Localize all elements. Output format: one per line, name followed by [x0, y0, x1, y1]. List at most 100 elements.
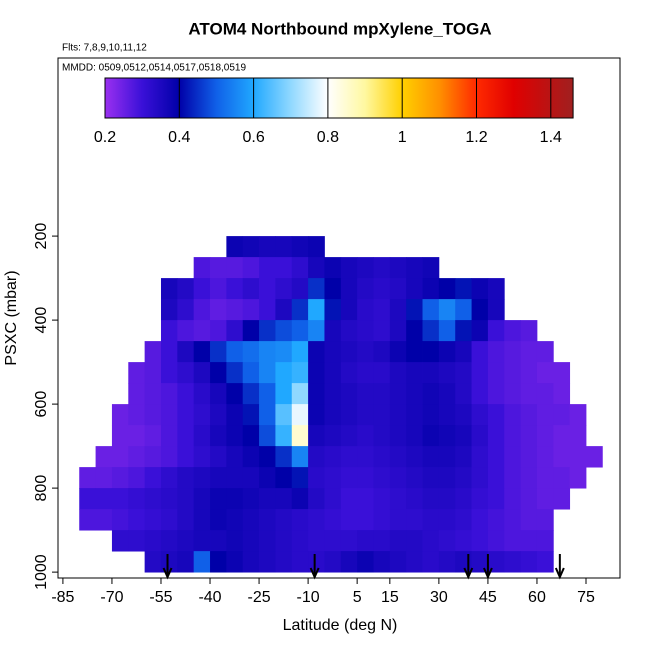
heat-cell: [160, 446, 178, 468]
heat-cell: [291, 425, 309, 447]
heat-cell: [487, 509, 505, 531]
heat-cell: [487, 299, 505, 321]
heat-cell: [177, 341, 195, 363]
heat-cell: [340, 299, 358, 321]
heat-cell: [422, 446, 440, 468]
heat-cell: [340, 341, 358, 363]
heat-cell: [324, 509, 342, 531]
heat-cell: [520, 383, 538, 405]
heat-cell: [373, 404, 391, 426]
heat-cell: [226, 341, 244, 363]
heat-cell: [324, 299, 342, 321]
heat-cell: [193, 362, 211, 384]
heat-cell: [357, 446, 374, 468]
heat-cell: [259, 341, 276, 363]
heat-cell: [160, 509, 178, 531]
x-tick-label: 45: [479, 589, 497, 606]
heat-cell: [242, 509, 260, 531]
heat-cell: [193, 530, 211, 552]
colorbar-tick-label: 0.8: [317, 129, 339, 146]
heat-cell: [242, 530, 260, 552]
heat-cell: [308, 425, 325, 447]
heat-cell: [422, 383, 440, 405]
heat-cell: [487, 530, 505, 552]
plot-frame: [57, 57, 621, 579]
heat-cell: [275, 425, 293, 447]
heat-cell: [373, 320, 391, 342]
heat-cell: [389, 425, 407, 447]
flight-marker: [162, 554, 173, 580]
heat-cell: [177, 425, 195, 447]
heat-cell: [242, 341, 260, 363]
heat-cell: [406, 446, 423, 468]
heat-cell: [471, 341, 489, 363]
heat-cell: [357, 341, 374, 363]
heat-cell: [438, 383, 456, 405]
heat-cell: [553, 362, 571, 384]
heat-cell: [226, 509, 244, 531]
heat-cell: [504, 320, 522, 342]
heat-cell: [160, 488, 178, 510]
heat-cell: [438, 425, 456, 447]
subtitle: Flts: 7,8,9,10,11,12: [62, 43, 147, 54]
heat-cell: [259, 278, 276, 300]
heat-cell: [259, 320, 276, 342]
heat-cell: [210, 404, 227, 426]
heat-cell: [585, 446, 603, 468]
heat-cell: [471, 488, 489, 510]
heat-cell: [406, 362, 423, 384]
heat-cell: [259, 467, 276, 489]
heat-cell: [455, 488, 472, 510]
heat-cell: [422, 509, 440, 531]
y-axis-label: PSXC (mbar): [3, 270, 20, 365]
heat-cell: [259, 404, 276, 426]
heat-cell: [111, 467, 129, 489]
heat-cell: [340, 320, 358, 342]
heat-cell: [536, 530, 554, 552]
heat-cell: [455, 446, 472, 468]
heat-cell: [226, 446, 244, 468]
heat-cell: [275, 467, 293, 489]
heat-cell: [471, 551, 489, 573]
heat-cell: [389, 257, 407, 279]
heat-cell: [569, 425, 587, 447]
heat-cell: [340, 509, 358, 531]
heat-cell: [210, 509, 227, 531]
heat-cell: [373, 551, 391, 573]
heat-cell: [193, 446, 211, 468]
heat-cell: [111, 509, 129, 531]
heat-cell: [226, 530, 244, 552]
heat-cell: [308, 278, 325, 300]
heat-cell: [520, 320, 538, 342]
heat-cell: [438, 278, 456, 300]
heat-cell: [389, 320, 407, 342]
heat-cell: [160, 362, 178, 384]
heat-cell: [340, 362, 358, 384]
heat-cell: [438, 530, 456, 552]
heat-cell: [455, 341, 472, 363]
heat-cell: [504, 362, 522, 384]
heat-cell: [373, 530, 391, 552]
heat-cell: [308, 383, 325, 405]
heat-cell: [193, 257, 211, 279]
heat-cell: [226, 425, 244, 447]
heat-cell: [226, 362, 244, 384]
heat-cell: [520, 551, 538, 573]
heat-cell: [210, 341, 227, 363]
heat-cell: [324, 446, 342, 468]
heat-cell: [275, 257, 293, 279]
heat-cell: [308, 404, 325, 426]
heat-cell: [275, 320, 293, 342]
heat-cell: [308, 467, 325, 489]
heat-cell: [275, 551, 293, 573]
heat-cell: [308, 551, 325, 573]
colorbar-tick-label: 0.4: [168, 129, 190, 146]
heat-cell: [406, 488, 423, 510]
heat-cell: [210, 278, 227, 300]
heat-cell: [471, 467, 489, 489]
heat-cell: [193, 278, 211, 300]
heat-cell: [406, 509, 423, 531]
heat-cell: [324, 257, 342, 279]
heat-cell: [95, 488, 113, 510]
heat-cell: [340, 404, 358, 426]
